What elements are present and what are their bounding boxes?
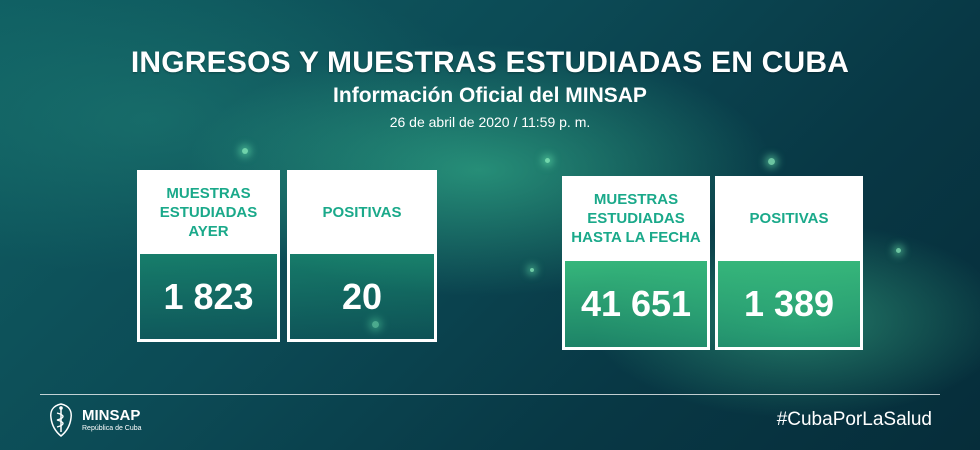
glow-dot (530, 268, 534, 272)
card-positivas-ayer: POSITIVAS 20 (287, 170, 437, 342)
page-subtitle: Información Oficial del MINSAP (333, 84, 647, 107)
hashtag: #CubaPorLaSalud (776, 409, 932, 430)
report-date: 26 de abril de 2020 / 11:59 p. m. (389, 114, 591, 130)
card-value: 20 (287, 254, 437, 342)
caduceus-icon (50, 403, 72, 437)
page-title: INGRESOS Y MUESTRAS ESTUDIADAS EN CUBA (130, 46, 850, 79)
card-positivas-total: POSITIVAS 1 389 (715, 176, 863, 350)
card-value: 41 651 (562, 261, 710, 350)
minsap-logo: MINSAP República de Cuba (46, 402, 142, 438)
card-label: POSITIVAS (287, 170, 437, 254)
logo-subtitle: República de Cuba (82, 424, 142, 432)
card-label: MUESTRAS ESTUDIADAS AYER (137, 170, 280, 254)
card-muestras-ayer: MUESTRAS ESTUDIADAS AYER 1 823 (137, 170, 280, 342)
glow-dot (768, 158, 775, 165)
footer-divider (40, 394, 940, 395)
logo-name: MINSAP (82, 406, 141, 424)
card-value: 1 389 (715, 261, 863, 350)
card-value: 1 823 (137, 254, 280, 342)
card-label: MUESTRAS ESTUDIADAS HASTA LA FECHA (562, 176, 710, 261)
glow-dot (545, 158, 550, 163)
glow-dot (242, 148, 248, 154)
card-muestras-total: MUESTRAS ESTUDIADAS HASTA LA FECHA 41 65… (562, 176, 710, 350)
card-label: POSITIVAS (715, 176, 863, 261)
glow-dot (896, 248, 901, 253)
